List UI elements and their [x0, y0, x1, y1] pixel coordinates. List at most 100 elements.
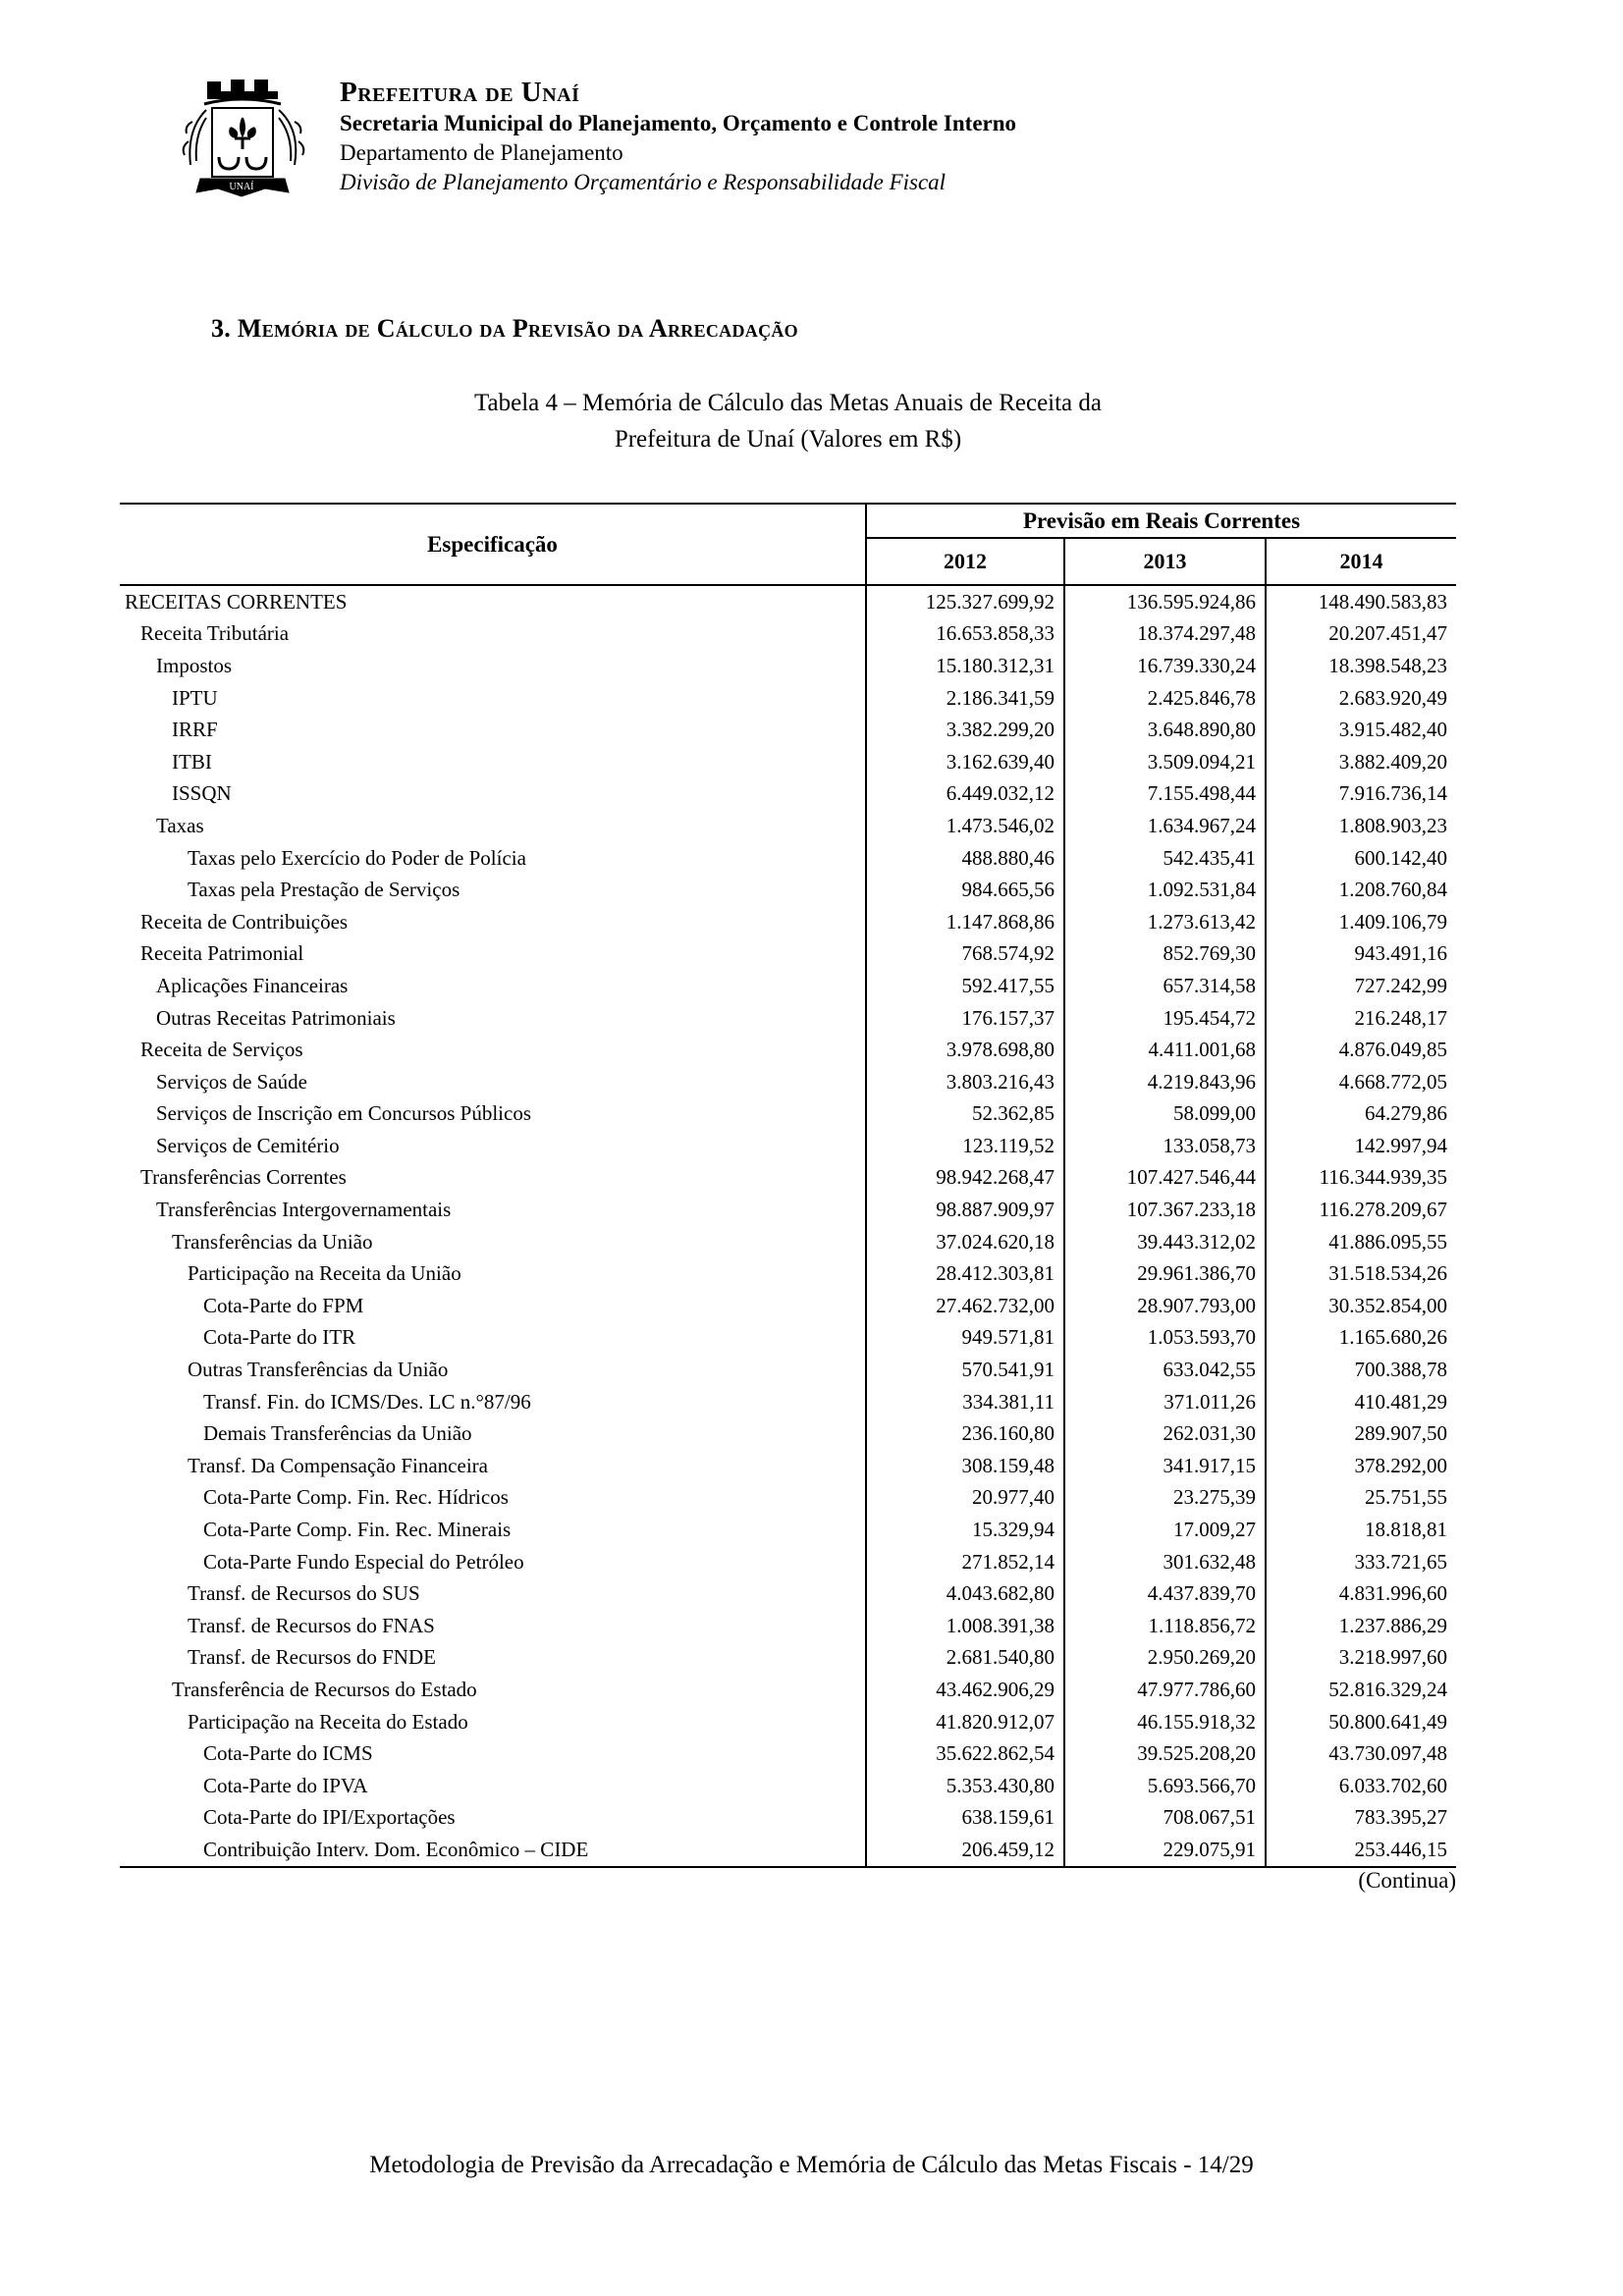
table-row: Transf. Fin. do ICMS/Des. LC n.°87/96 334… — [120, 1385, 1456, 1418]
cell-value-2014: 6.033.702,60 — [1338, 1773, 1447, 1797]
cell-value-2012: 768.574,92 — [867, 937, 1065, 971]
cell-value-2014: 1.165.680,26 — [1338, 1325, 1447, 1350]
cell-value-2012: 2.186.341,59 — [867, 681, 1065, 715]
year-header-row: 2012 2013 2014 — [867, 539, 1456, 584]
table-row: ITBI 3.162.639,40 3.509.094,21 3.882.409,20 — [120, 745, 1456, 778]
cell-value-2012: 638.159,61 — [867, 1801, 1065, 1835]
table-row: Transf. de Recursos do SUS 4.043.682,80 4.… — [120, 1577, 1456, 1610]
cell-value-2012: 3.978.698,80 — [867, 1034, 1065, 1066]
table-row: Serviços de Cemitério 123.119,52 133.058,7… — [120, 1130, 1456, 1162]
table-caption: Tabela 4 – Memória de Cálculo das Metas … — [120, 385, 1456, 457]
cell-value-2013: 195.454,72 — [1065, 1001, 1267, 1035]
column-header-2012: 2012 — [867, 539, 1065, 584]
cell-value-2013: 136.595.924,86 — [1065, 586, 1267, 618]
letterhead: UNAÍ Prefeitura de Unaí Secretaria Munic… — [157, 71, 1016, 202]
row-label: Transf. de Recursos do SUS — [120, 1577, 867, 1610]
cell-value-2012: 3.162.639,40 — [867, 745, 1065, 778]
cell-value-2012: 41.820.912,07 — [867, 1705, 1065, 1738]
table-caption-line1: Tabela 4 – Memória de Cálculo das Metas … — [473, 390, 1102, 416]
cell-value-2014: 30.352.854,00 — [1328, 1293, 1447, 1317]
cell-value-2014: 50.800.641,49 — [1328, 1709, 1447, 1734]
cell-value-2014: 378.292,00 — [1354, 1453, 1448, 1477]
cell-value-2014: 1.808.903,23 — [1338, 813, 1447, 837]
cell-value-2013: 39.525.208,20 — [1065, 1737, 1267, 1770]
row-label: Outras Receitas Patrimoniais — [120, 1001, 867, 1035]
table-row: Aplicações Financeiras 592.417,55 657.314,… — [120, 970, 1456, 1002]
continuation-note: (Continua) — [1358, 1868, 1456, 1893]
table-row: Cota-Parte do IPVA 5.353.430,80 5.693.566,… — [120, 1769, 1456, 1802]
table-row: Contribuição Interv. Dom. Econômico – CI… — [120, 1834, 1456, 1866]
cell-value-2013: 1.118.856,72 — [1065, 1610, 1267, 1642]
cell-value-2013: 2.425.846,78 — [1065, 681, 1267, 715]
row-label: ITBI — [120, 745, 867, 778]
cell-value-2012: 3.382.299,20 — [867, 714, 1065, 746]
cell-value-2012: 570.541,91 — [867, 1354, 1065, 1386]
cell-value-2014: 25.751,55 — [1365, 1485, 1447, 1510]
cell-value-2014: 4.831.996,60 — [1338, 1581, 1447, 1606]
cell-value-2014: 18.818,81 — [1365, 1518, 1447, 1542]
cell-value-2012: 1.008.391,38 — [867, 1610, 1065, 1642]
cell-value-2014: 943.491,16 — [1354, 941, 1448, 966]
table-row: Serviços de Inscrição em Concursos Públi… — [120, 1097, 1456, 1131]
table-row: Cota-Parte Comp. Fin. Rec. Hídricos 20.97… — [120, 1481, 1456, 1515]
letterhead-text: Prefeitura de Unaí Secretaria Municipal … — [340, 71, 1016, 202]
table-row: ISSQN 6.449.032,12 7.155.498,44 7.916.736,1… — [120, 777, 1456, 811]
cell-value-2012: 15.329,94 — [867, 1514, 1065, 1546]
cell-value-2012: 27.462.732,00 — [867, 1290, 1065, 1322]
table-row: Transf. de Recursos do FNDE 2.681.540,80 2… — [120, 1641, 1456, 1675]
cell-value-2012: 16.653.858,33 — [867, 617, 1065, 651]
cell-value-2013: 301.632,48 — [1065, 1545, 1267, 1578]
row-label: Receita de Serviços — [120, 1034, 867, 1066]
cell-value-2014: 3.882.409,20 — [1338, 749, 1447, 774]
column-group-forecast: Previsão em Reais Correntes 2012 2013 20… — [867, 505, 1456, 584]
cell-value-2014: 43.730.097,48 — [1328, 1741, 1447, 1766]
table-row: Demais Transferências da União 236.160,80… — [120, 1417, 1456, 1451]
cell-value-2013: 17.009,27 — [1065, 1514, 1267, 1546]
table-row: Cota-Parte do IPI/Exportações 638.159,61 7… — [120, 1801, 1456, 1835]
cell-value-2014: 253.446,15 — [1354, 1837, 1448, 1861]
cell-value-2014: 3.915.482,40 — [1338, 718, 1447, 742]
org-department: Departamento de Planejamento — [340, 140, 623, 165]
cell-value-2012: 35.622.862,54 — [867, 1737, 1065, 1770]
revenue-forecast-table: Especificação Previsão em Reais Corrente… — [120, 503, 1456, 1868]
cell-value-2014: 1.237.886,29 — [1338, 1613, 1447, 1637]
table-row: Transf. Da Compensação Financeira 308.159… — [120, 1450, 1456, 1482]
cell-value-2013: 852.769,30 — [1065, 937, 1267, 971]
cell-value-2014: 1.208.760,84 — [1338, 878, 1447, 902]
table-header: Especificação Previsão em Reais Corrente… — [120, 505, 1456, 586]
cell-value-2012: 236.160,80 — [867, 1417, 1065, 1451]
table-row: Transf. de Recursos do FNAS 1.008.391,38 1… — [120, 1610, 1456, 1642]
cell-value-2014: 142.997,94 — [1354, 1133, 1448, 1157]
table-row: Serviços de Saúde 3.803.216,43 4.219.843,9… — [120, 1065, 1456, 1098]
cell-value-2012: 98.942.268,47 — [867, 1161, 1065, 1195]
cell-value-2013: 29.961.386,70 — [1065, 1257, 1267, 1291]
row-label: IRRF — [120, 714, 867, 746]
table-row: IPTU 2.186.341,59 2.425.846,78 2.683.920,49 — [120, 681, 1456, 715]
cell-value-2014: 116.344.939,35 — [1319, 1165, 1447, 1190]
row-label: Transf. de Recursos do FNDE — [120, 1641, 867, 1675]
table-row: Taxas pelo Exercício do Poder de Polícia… — [120, 841, 1456, 875]
org-name: Prefeitura de Unaí — [340, 77, 580, 108]
cell-value-2014: 289.907,50 — [1354, 1421, 1448, 1446]
cell-value-2013: 1.634.967,24 — [1065, 810, 1267, 842]
cell-value-2013: 46.155.918,32 — [1065, 1705, 1267, 1738]
column-header-2014: 2014 — [1339, 549, 1383, 573]
row-label: Transf. de Recursos do FNAS — [120, 1610, 867, 1642]
cell-value-2013: 23.275,39 — [1065, 1481, 1267, 1515]
table-row: Receita Tributária 16.653.858,33 18.374.29… — [120, 617, 1456, 651]
cell-value-2014: 52.816.329,24 — [1328, 1677, 1447, 1701]
table-caption-line2: Prefeitura de Unaí (Valores em R$) — [614, 426, 962, 453]
table-row: Cota-Parte do ICMS 35.622.862,54 39.525.20… — [120, 1737, 1456, 1770]
cell-value-2012: 592.417,55 — [867, 970, 1065, 1002]
cell-value-2012: 20.977,40 — [867, 1481, 1065, 1515]
table-row: Cota-Parte do ITR 949.571,81 1.053.593,70 1… — [120, 1321, 1456, 1355]
cell-value-2014: 4.668.772,05 — [1338, 1069, 1447, 1094]
cell-value-2012: 37.024.620,18 — [867, 1225, 1065, 1258]
cell-value-2012: 4.043.682,80 — [867, 1577, 1065, 1610]
row-label: Transferência de Recursos do Estado — [120, 1674, 867, 1706]
table-row: Cota-Parte Fundo Especial do Petróleo 271… — [120, 1545, 1456, 1578]
cell-value-2012: 52.362,85 — [867, 1097, 1065, 1131]
row-label: Receita Tributária — [120, 617, 867, 651]
cell-value-2013: 107.367.233,18 — [1065, 1194, 1267, 1226]
cell-value-2012: 308.159,48 — [867, 1450, 1065, 1482]
